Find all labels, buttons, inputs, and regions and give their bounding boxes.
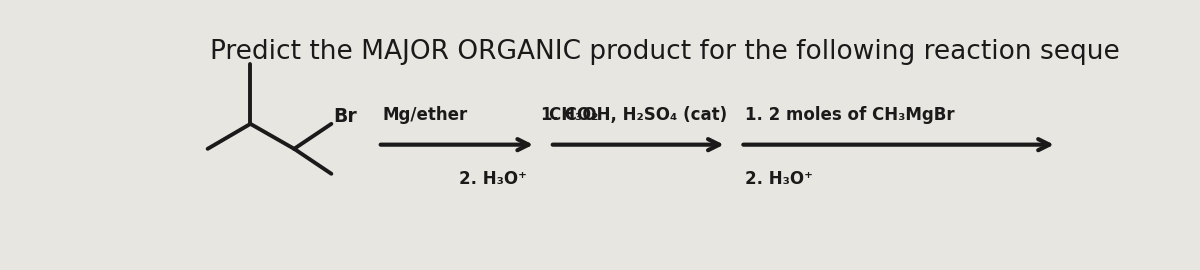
Text: Br: Br <box>334 107 356 126</box>
Text: Mg/ether: Mg/ether <box>383 106 468 124</box>
Text: CH₃OH, H₂SO₄ (cat): CH₃OH, H₂SO₄ (cat) <box>550 106 727 124</box>
Text: 1. 2 moles of CH₃MgBr: 1. 2 moles of CH₃MgBr <box>745 106 955 124</box>
Text: 2. H₃O⁺: 2. H₃O⁺ <box>458 170 527 188</box>
Text: 2. H₃O⁺: 2. H₃O⁺ <box>745 170 814 188</box>
Text: Predict the MAJOR ORGANIC product for the following reaction seque: Predict the MAJOR ORGANIC product for th… <box>210 39 1121 65</box>
Text: 1. CO₂: 1. CO₂ <box>540 106 598 124</box>
